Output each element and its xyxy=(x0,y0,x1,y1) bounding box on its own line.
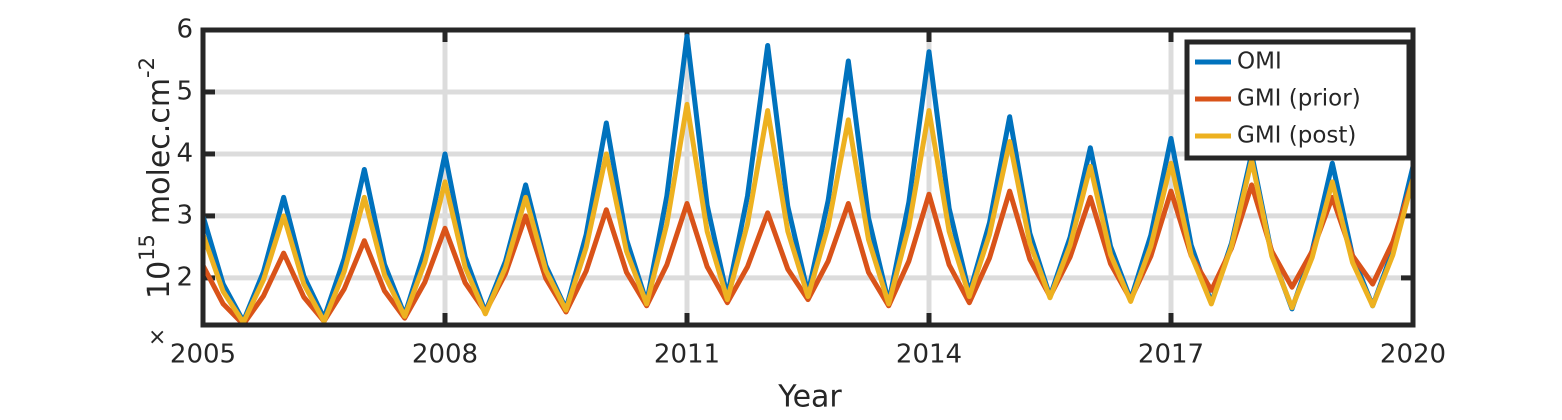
legend-label: GMI (post) xyxy=(1237,123,1356,149)
y-label-base: 10 xyxy=(142,261,177,299)
y-axis-multiplier: × xyxy=(148,325,166,350)
x-axis-label: Year xyxy=(777,380,842,415)
series-line xyxy=(200,101,1416,326)
y-tick-label: 5 xyxy=(176,76,193,106)
y-axis-label: 1015 molec.cm-2 xyxy=(135,57,177,299)
legend-label: OMI xyxy=(1237,49,1282,75)
x-tick-label: 2020 xyxy=(1380,340,1446,370)
y-label-exponent: 15 xyxy=(135,234,159,261)
y-label-unit-exponent: -2 xyxy=(135,57,159,78)
y-tick-label: 2 xyxy=(176,262,193,292)
x-tick-label: 2008 xyxy=(412,340,478,370)
x-tick-label: 2017 xyxy=(1138,340,1204,370)
plot-frame xyxy=(200,27,1416,328)
y-label-unit: molec.cm xyxy=(142,78,177,224)
y-tick-label: 6 xyxy=(176,15,193,45)
y-tick-label: 3 xyxy=(176,200,193,230)
x-tick-label: 2011 xyxy=(654,340,720,370)
x-tick-label: 2014 xyxy=(896,340,962,370)
legend-label: GMI (prior) xyxy=(1237,86,1361,112)
y-tick-label: 4 xyxy=(176,138,193,168)
x-tick-label: 2005 xyxy=(170,340,236,370)
